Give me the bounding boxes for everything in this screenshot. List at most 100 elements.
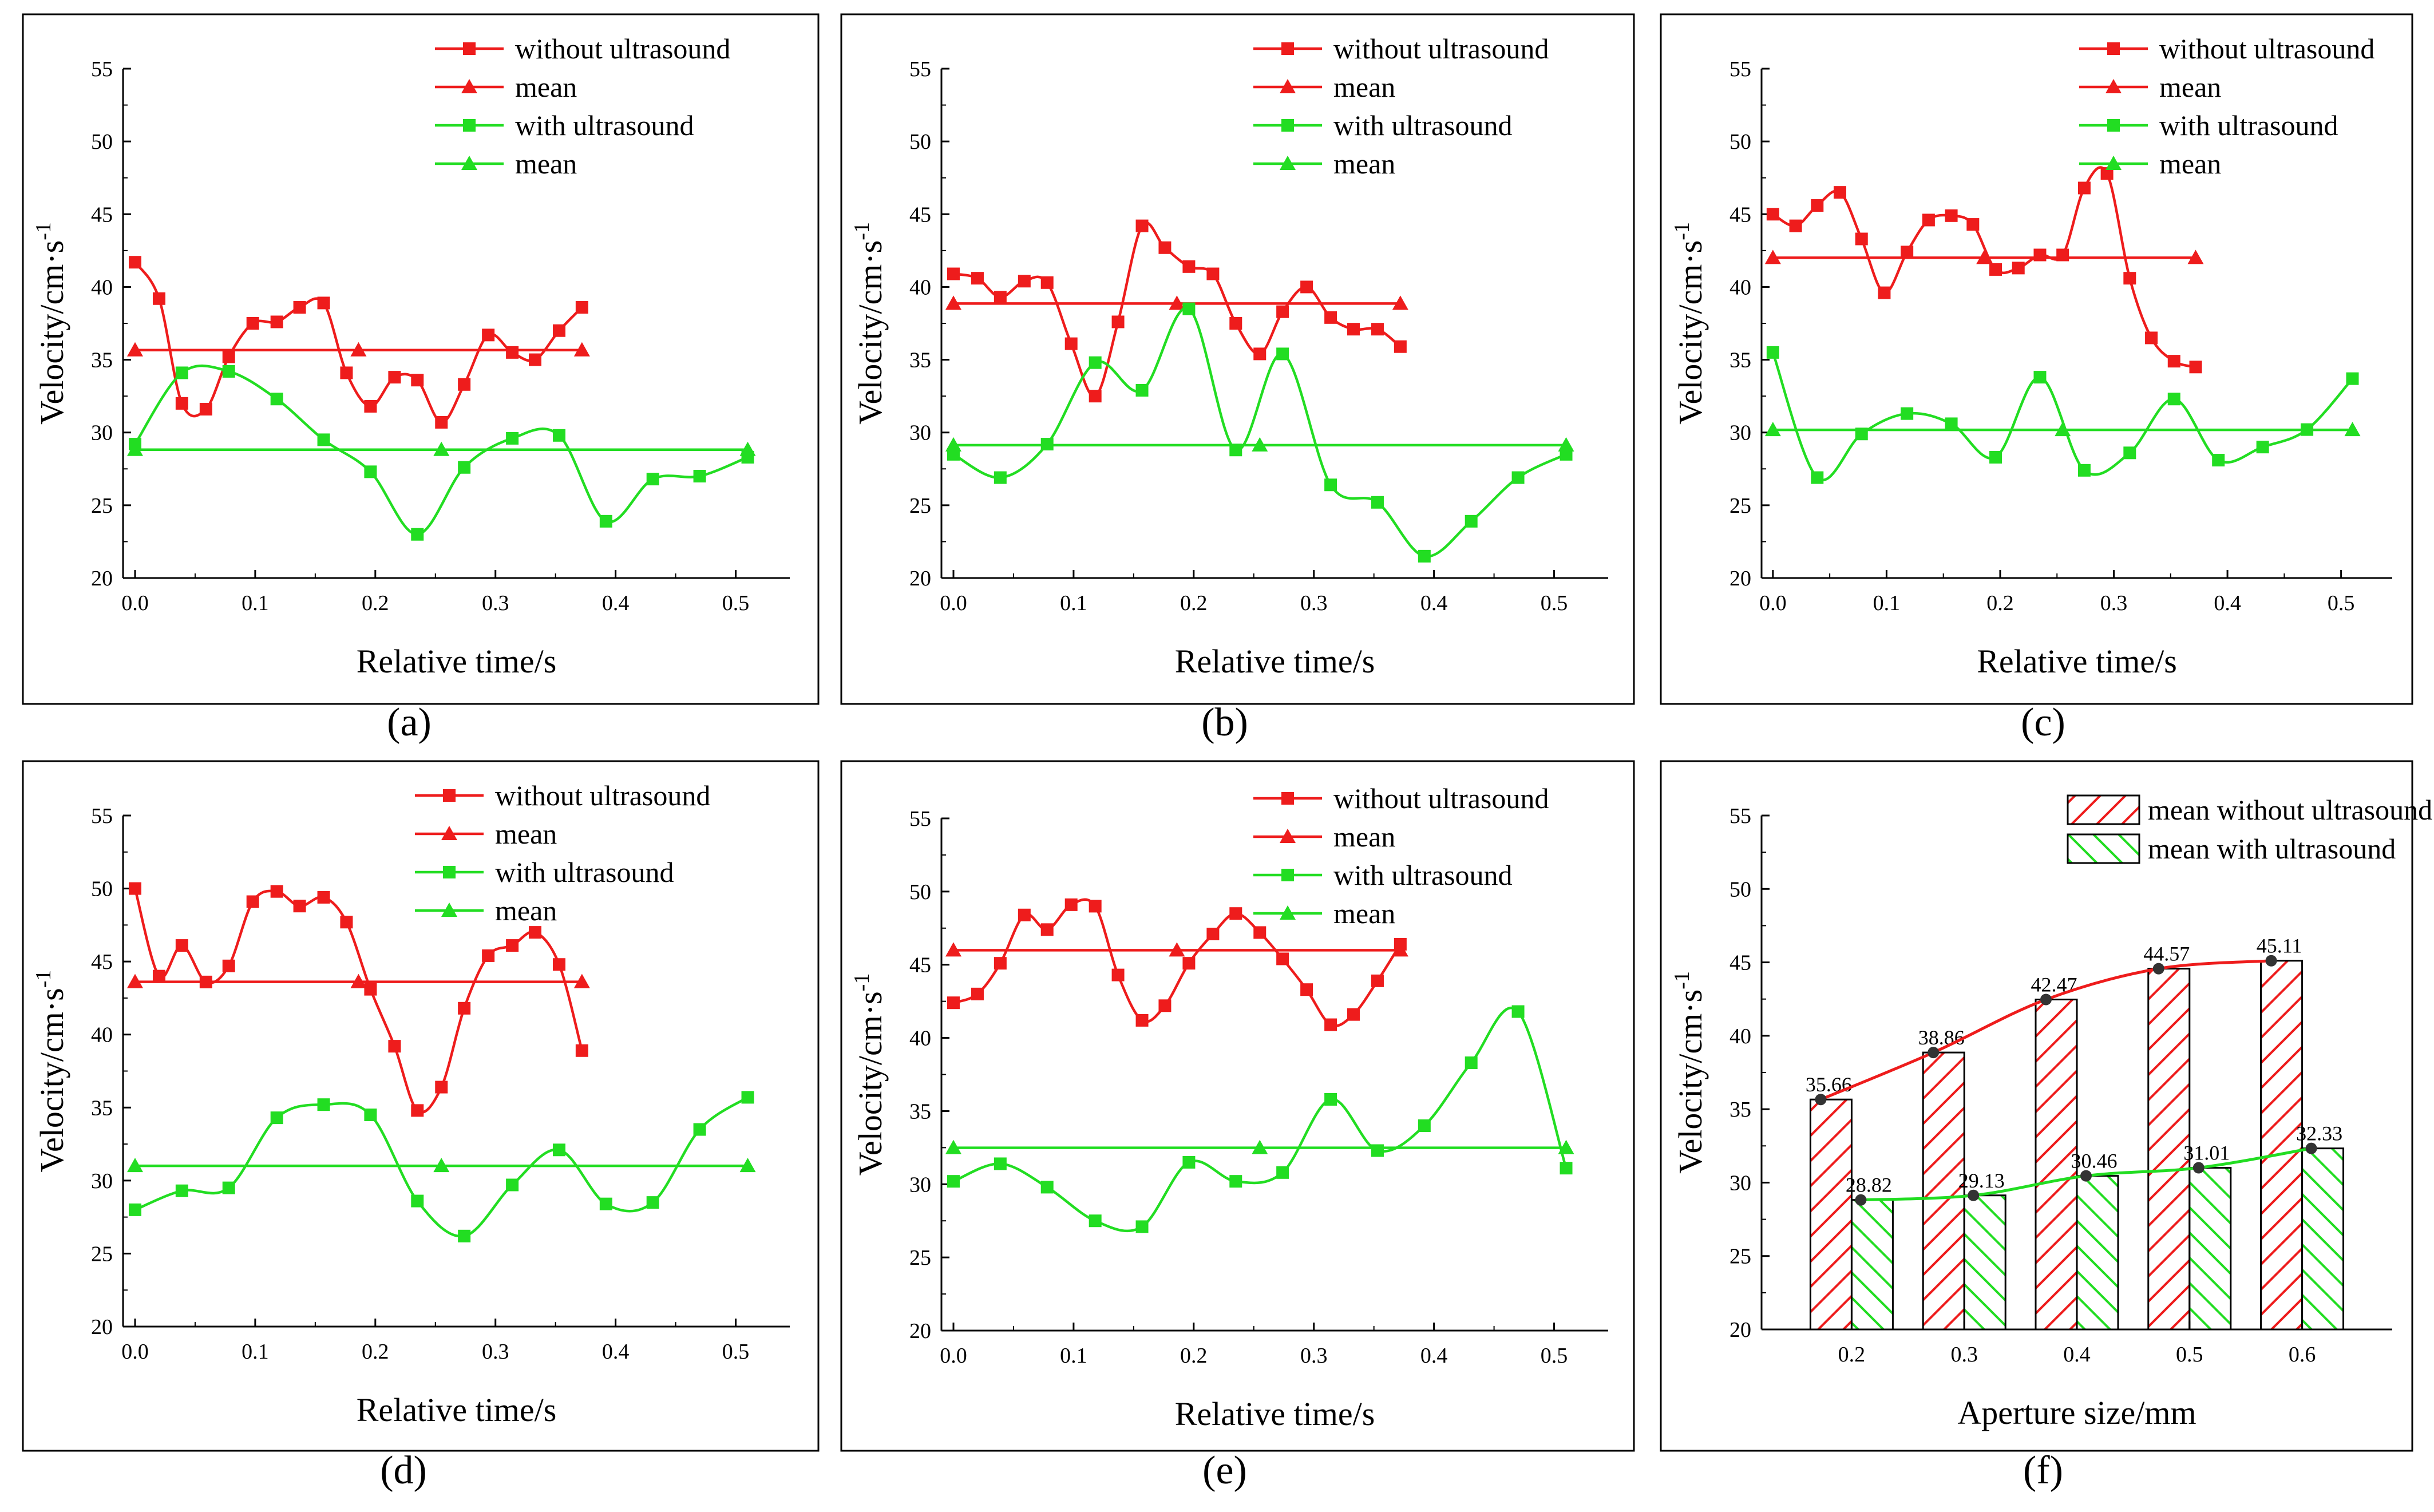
data-point xyxy=(1945,417,1958,430)
data-label: 30.46 xyxy=(2071,1150,2118,1173)
y-axis-label: Velocity/cm·s-1 xyxy=(1670,222,1709,425)
data-point xyxy=(506,939,519,952)
panel-d: 20 25 30 35 40 45 50 55 Velocity/cm·s-1 Relative … xyxy=(22,760,820,1493)
data-point xyxy=(994,291,1007,304)
data-point xyxy=(1560,1162,1573,1175)
data-point xyxy=(1811,199,1824,212)
series-0 xyxy=(947,219,1407,403)
data-point xyxy=(1040,1181,1054,1194)
series-0 xyxy=(1766,166,2202,374)
data-point xyxy=(528,926,541,939)
legend-label: with ultrasound xyxy=(515,109,694,141)
legend-marker xyxy=(441,903,457,917)
data-point xyxy=(350,342,367,357)
data-point xyxy=(2187,250,2204,264)
y-tick-label: 20 xyxy=(1729,1318,1751,1342)
series-3 xyxy=(945,437,1574,452)
data-point xyxy=(270,885,283,898)
data-point xyxy=(458,1002,471,1015)
data-point xyxy=(1558,437,1574,452)
data-point xyxy=(994,957,1007,970)
series-3 xyxy=(1764,422,2361,437)
y-tick-label: 25 xyxy=(909,1246,931,1270)
data-point xyxy=(1135,1220,1149,1233)
y-tick-label: 55 xyxy=(91,57,113,81)
data-point xyxy=(1135,219,1149,232)
data-point xyxy=(2256,441,2269,454)
data-point xyxy=(128,882,141,895)
data-point xyxy=(1764,422,1781,437)
x-tick-label: 0.4 xyxy=(602,1340,630,1364)
legend-marker xyxy=(2107,42,2120,55)
trend-point xyxy=(1855,1194,1867,1206)
y-tick-label: 40 xyxy=(1729,275,1751,299)
panel-frame xyxy=(840,760,1635,1452)
data-point xyxy=(1300,983,1313,996)
data-point xyxy=(1135,383,1149,397)
legend-marker xyxy=(1281,42,1294,55)
data-point xyxy=(175,366,188,379)
data-point xyxy=(293,301,306,314)
data-point xyxy=(1111,315,1125,328)
data-point xyxy=(458,461,471,474)
panel-frame xyxy=(22,13,820,705)
data-point xyxy=(1182,957,1196,970)
bar xyxy=(1809,1098,1853,1331)
y-tick-label: 35 xyxy=(909,1099,931,1123)
legend-label: mean xyxy=(1333,71,1395,103)
x-tick-label: 0.4 xyxy=(1420,591,1448,615)
panel-frame xyxy=(1660,13,2413,705)
data-point xyxy=(739,441,756,456)
series-3 xyxy=(126,441,756,456)
data-point xyxy=(128,256,141,269)
data-point xyxy=(1347,1008,1360,1021)
data-label: 35.66 xyxy=(1806,1073,1852,1096)
x-tick-label: 0.4 xyxy=(602,591,630,615)
data-point xyxy=(945,437,961,452)
x-tick-label: 0.0 xyxy=(121,1340,149,1364)
data-point xyxy=(947,1175,960,1188)
series-2 xyxy=(1766,346,2359,484)
data-point xyxy=(1169,942,1185,957)
data-point xyxy=(1276,305,1289,318)
data-point xyxy=(270,393,283,406)
x-tick-label: 0.6 xyxy=(2289,1343,2316,1367)
x-tick-label: 0.5 xyxy=(722,1340,750,1364)
y-tick-label: 20 xyxy=(909,1319,931,1343)
data-point xyxy=(575,1044,588,1057)
data-point xyxy=(1766,208,1779,221)
x-tick-label: 0.2 xyxy=(1838,1343,1866,1367)
legend-label: mean without ultrasound xyxy=(2148,794,2432,826)
legend-label: mean xyxy=(2159,148,2221,180)
series-line xyxy=(1771,352,2354,481)
data-point xyxy=(945,295,961,310)
data-point xyxy=(435,1080,448,1094)
series-1 xyxy=(945,942,1408,957)
data-point xyxy=(364,399,377,413)
series-1 xyxy=(126,342,590,357)
bar xyxy=(2147,968,2191,1331)
y-axis-label: Velocity/cm·s-1 xyxy=(31,222,70,425)
panel-f: 20 25 30 35 40 45 50 55 Velocity/cm·s-1 Aperture … xyxy=(1660,760,2432,1493)
data-point xyxy=(1018,908,1031,921)
x-tick-label: 0.1 xyxy=(1060,1344,1087,1368)
data-point xyxy=(2145,331,2158,345)
data-point xyxy=(1371,1144,1384,1157)
data-point xyxy=(270,1111,283,1125)
series-3 xyxy=(945,1139,1574,1154)
data-point xyxy=(1945,209,1958,222)
x-tick-label: 0.1 xyxy=(242,591,269,615)
data-point xyxy=(388,1040,401,1053)
data-point xyxy=(1276,952,1289,965)
data-point xyxy=(1392,295,1408,310)
bar xyxy=(1850,1199,1894,1331)
data-point xyxy=(573,342,590,357)
data-label: 31.01 xyxy=(2183,1142,2230,1165)
panel-caption: (f) xyxy=(2023,1448,2063,1493)
bar xyxy=(1963,1194,2006,1331)
data-point xyxy=(411,528,424,541)
data-point xyxy=(1394,340,1407,353)
y-tick-label: 45 xyxy=(91,203,113,227)
x-tick-label: 0.0 xyxy=(940,591,967,615)
